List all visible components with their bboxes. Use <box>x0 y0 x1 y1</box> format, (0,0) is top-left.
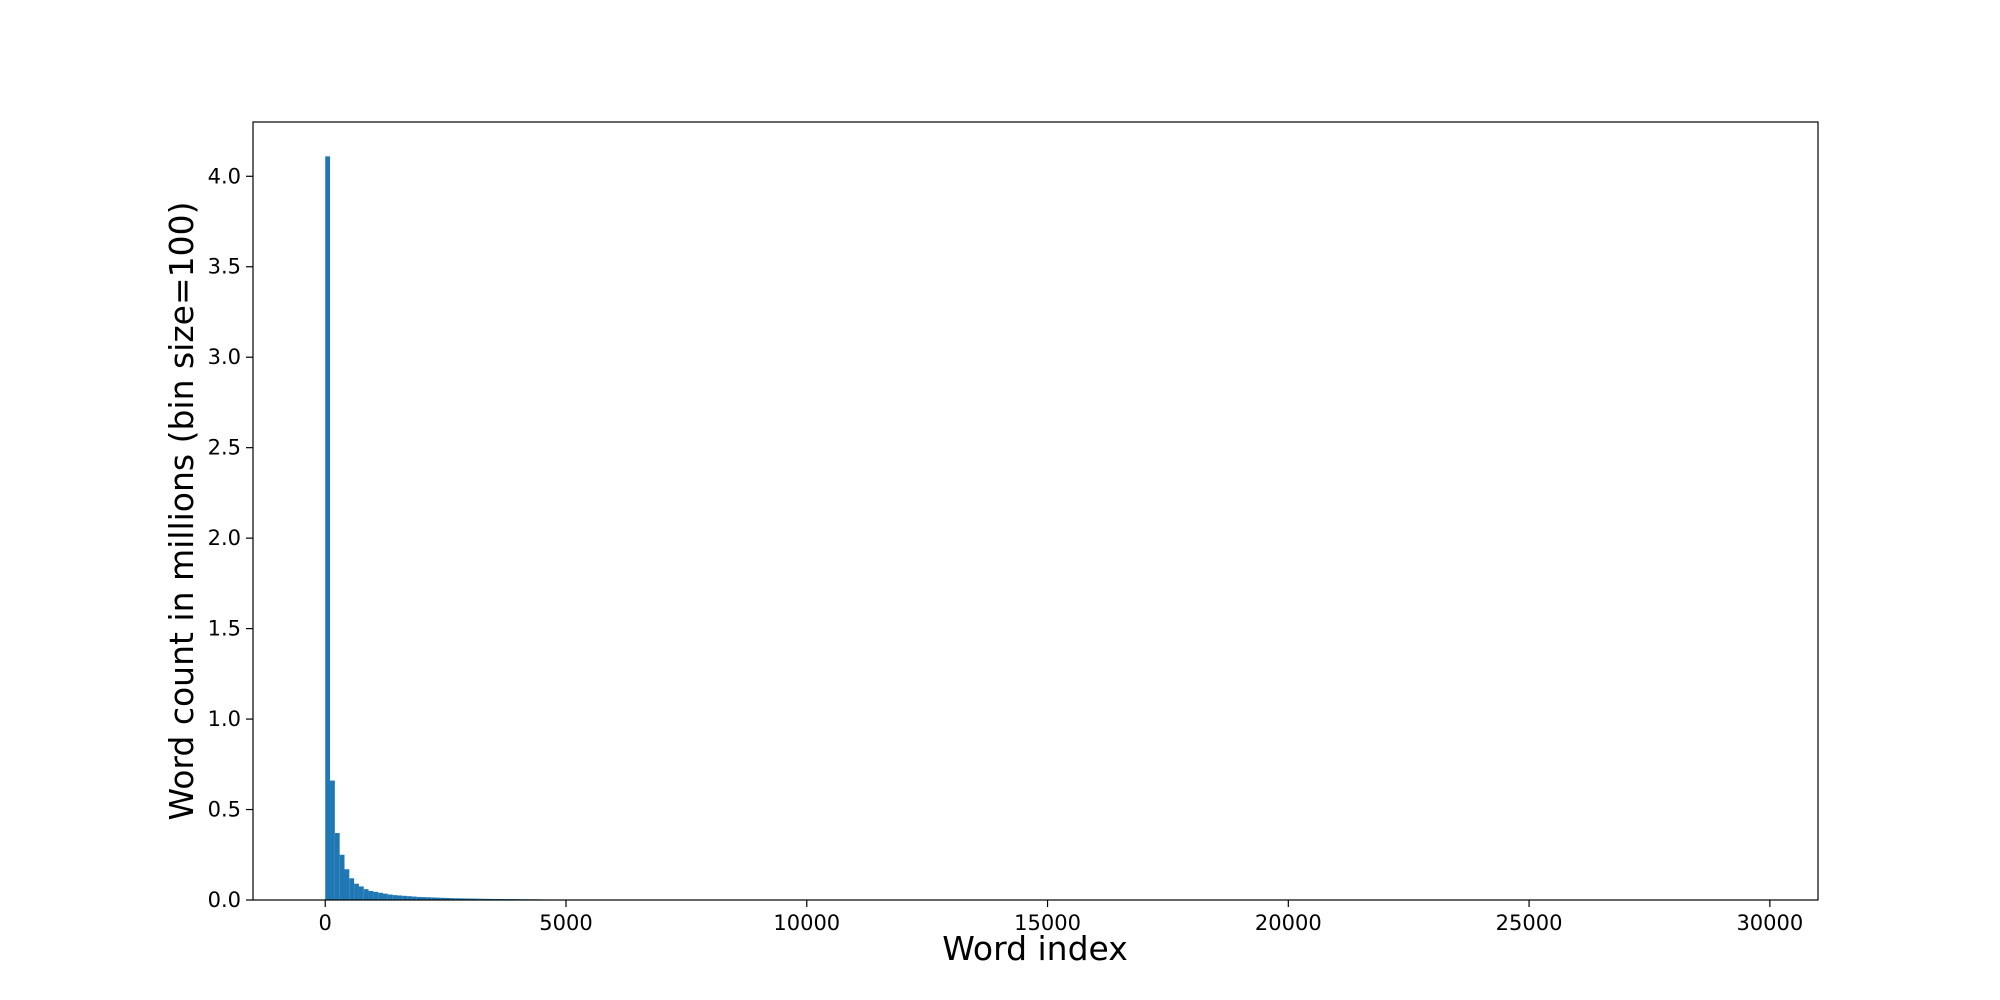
histogram-bar <box>440 897 446 900</box>
histogram-bar <box>349 878 355 900</box>
plot-frame <box>252 121 1819 901</box>
histogram-bar <box>354 883 359 900</box>
histogram-bar <box>334 833 340 900</box>
histogram-bar <box>378 892 384 900</box>
histogram-bar <box>421 897 427 900</box>
x-axis-label: Word index <box>942 929 1128 968</box>
histogram-bar <box>373 891 379 900</box>
histogram-bar <box>426 897 432 900</box>
histogram-bar <box>339 854 345 900</box>
y-tick-label: 1.5 <box>208 617 241 641</box>
y-tick-label: 4.0 <box>208 164 241 188</box>
histogram-bar <box>474 898 480 900</box>
x-tick-label: 5000 <box>539 911 592 935</box>
x-tick-label: 10000 <box>773 911 840 935</box>
histogram-bar <box>450 898 456 900</box>
histogram-bar <box>479 898 485 900</box>
histogram-bar <box>344 869 350 900</box>
x-tick-label: 0 <box>319 911 332 935</box>
x-tick-label: 15000 <box>1014 911 1081 935</box>
histogram-bar <box>460 898 465 900</box>
histogram-bar <box>368 890 374 900</box>
histogram-bar <box>383 893 388 900</box>
histogram-bar <box>469 898 475 900</box>
histogram-bar <box>392 895 398 900</box>
y-tick-label: 2.5 <box>208 436 241 460</box>
y-tick-label: 1.0 <box>208 707 241 731</box>
y-tick-label: 2.0 <box>208 526 241 550</box>
histogram-bar <box>402 895 408 900</box>
histogram-bar <box>363 889 369 900</box>
histogram-bar <box>445 898 451 900</box>
histogram-bar <box>435 897 441 900</box>
x-axis-ticks: 0 5000 10000 15000 20000 25000 30000 <box>319 900 1803 935</box>
histogram-bar <box>325 156 331 901</box>
histogram-bar <box>387 894 393 900</box>
x-tick-label: 20000 <box>1255 911 1322 935</box>
y-axis-label: Word count in millions (bin size=100) <box>162 202 201 821</box>
y-tick-label: 3.0 <box>208 345 241 369</box>
y-tick-label: 3.5 <box>208 255 241 279</box>
histogram-bar <box>411 896 417 900</box>
histogram-bar <box>464 898 470 900</box>
histogram-bar <box>416 896 422 900</box>
y-tick-label: 0.0 <box>208 888 241 912</box>
histogram-bar <box>397 895 403 900</box>
histogram-bar <box>358 886 364 900</box>
histogram-bar <box>407 896 412 900</box>
y-axis-ticks: 0.0 0.5 1.0 1.5 2.0 2.5 3.0 3.5 4.0 <box>208 164 253 912</box>
x-tick-label: 25000 <box>1496 911 1563 935</box>
histogram-bar <box>455 898 461 900</box>
x-tick-label: 30000 <box>1736 911 1803 935</box>
histogram-bar <box>431 897 436 900</box>
y-tick-label: 0.5 <box>208 798 241 822</box>
histogram-bar <box>330 780 335 900</box>
